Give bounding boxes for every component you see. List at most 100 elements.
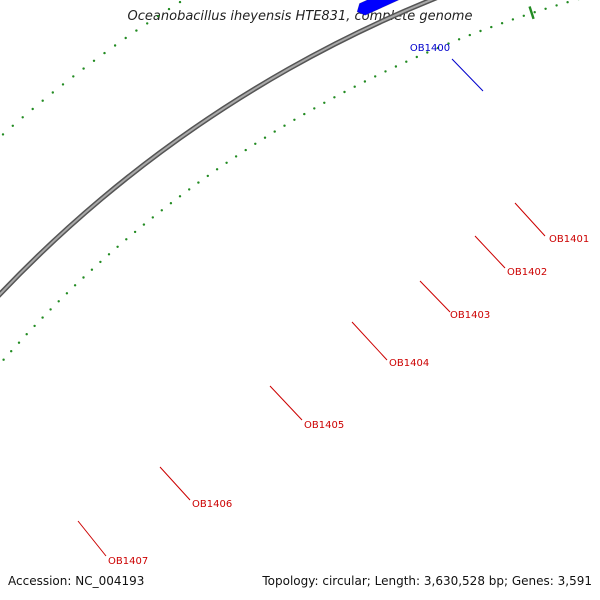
- scale-dot-outer: [72, 75, 75, 78]
- callout-line: [514, 202, 546, 237]
- scale-dot-inner: [254, 142, 257, 145]
- scale-dot-outer: [31, 107, 34, 111]
- scale-dot-inner: [415, 55, 418, 59]
- scale-dot-outer: [82, 67, 85, 70]
- scale-dot-outer: [167, 7, 171, 11]
- topology-text: Topology: circular; Length: 3,630,528 bp…: [262, 574, 592, 588]
- scale-dot-inner: [426, 51, 429, 54]
- scale-dot-outer: [113, 44, 117, 47]
- scale-dot-outer: [1, 133, 5, 136]
- scale-dot-outer: [146, 22, 149, 25]
- gene-label: OB1404: [389, 358, 429, 369]
- scale-dot-inner: [283, 124, 286, 127]
- scale-dot-inner: [90, 268, 94, 271]
- scale-dot-inner: [151, 216, 154, 219]
- scale-dot-outer: [51, 91, 54, 94]
- gene-blue-inner-edge: [356, 0, 400, 16]
- callout-line: [77, 520, 107, 557]
- scale-dot-inner: [263, 136, 267, 139]
- scale-dot-inner: [303, 112, 306, 116]
- scale-dot-outer: [135, 29, 138, 32]
- scale-dot-inner: [353, 85, 356, 88]
- scale-dot-inner: [10, 350, 13, 353]
- scale-dot-inner: [197, 181, 200, 184]
- scale-dot-outer: [124, 36, 127, 40]
- callout-line: [159, 466, 191, 501]
- gene-label: OB1403: [450, 310, 490, 321]
- scale-dot-inner: [555, 4, 558, 7]
- scale-dot-inner: [206, 174, 209, 178]
- scale-dot-inner: [490, 25, 493, 29]
- scale-dot-inner: [544, 7, 547, 10]
- scale-dot-inner: [169, 202, 173, 205]
- scale-dot-inner: [73, 284, 77, 287]
- scale-dot-outer: [103, 51, 106, 55]
- scale-dot-inner: [99, 260, 102, 264]
- scale-dot-inner: [511, 18, 515, 21]
- scale-dot-inner: [273, 130, 276, 133]
- scale-dot-outer: [92, 59, 96, 62]
- scale-dot-inner: [343, 90, 346, 94]
- scale-dot-inner: [57, 300, 60, 303]
- scale-dot-inner: [82, 276, 85, 279]
- scale-dot-inner: [394, 65, 398, 68]
- scale-dot-inner: [522, 14, 525, 17]
- scale-dot-inner: [133, 230, 137, 234]
- gene-label: OB1406: [192, 499, 232, 510]
- scale-dot-inner: [457, 38, 461, 41]
- scale-dot-inner: [374, 75, 377, 78]
- scale-dot-outer: [156, 15, 160, 18]
- backbone-ring: [0, 0, 434, 296]
- gene-label: OB1400: [410, 43, 450, 54]
- gene-label: OB1401: [549, 234, 589, 245]
- scale-dot-inner: [2, 358, 5, 361]
- scale-dot-outer: [21, 116, 24, 119]
- scale-dot-inner: [333, 96, 336, 99]
- scale-dot-inner: [468, 33, 471, 37]
- scale-dot-inner: [178, 195, 182, 198]
- accession-text: Accession: NC_004193: [8, 574, 145, 588]
- scale-dot-inner: [107, 253, 111, 256]
- scale-dot-inner: [225, 161, 228, 164]
- callout-line: [419, 280, 451, 313]
- scale-dot-inner: [533, 11, 536, 14]
- scale-dot-inner: [49, 308, 52, 311]
- scale-dot-outer: [61, 83, 65, 86]
- scale-dot-inner: [188, 188, 191, 191]
- callout-line: [474, 235, 506, 269]
- scale-dot-inner: [25, 333, 28, 336]
- scale-dot-inner: [363, 80, 367, 83]
- scale-dot-inner: [405, 60, 408, 63]
- scale-dot-inner: [234, 155, 238, 158]
- scale-dot-inner: [244, 148, 247, 152]
- gene-label: OB1402: [507, 267, 547, 278]
- callout-line: [269, 385, 303, 421]
- scale-dot-inner: [160, 209, 163, 212]
- scale-dot-outer: [178, 0, 182, 4]
- scale-dot-inner: [500, 22, 504, 25]
- callout-line: [451, 58, 484, 92]
- scale-dot-inner: [384, 70, 387, 73]
- callout-line: [351, 321, 388, 361]
- scale-dot-inner: [447, 42, 450, 45]
- scale-dot-inner: [41, 316, 44, 319]
- scale-dot-outer: [41, 99, 44, 102]
- scale-dot-inner: [323, 101, 326, 105]
- gene-label: OB1405: [304, 420, 344, 431]
- scale-dot-inner: [479, 29, 482, 33]
- scale-dot-inner: [65, 292, 69, 295]
- scale-dot-inner: [142, 223, 146, 226]
- scale-dot-outer: [11, 124, 14, 128]
- scale-dot-inner: [566, 1, 569, 4]
- scale-dot-inner: [313, 107, 316, 110]
- major-tick-inner: [528, 6, 535, 20]
- scale-dot-inner: [33, 324, 36, 328]
- scale-dot-inner: [215, 168, 219, 171]
- scale-dot-inner: [436, 46, 440, 50]
- scale-dot-inner: [125, 238, 128, 241]
- backbone-ring-shadow: [0, 0, 438, 298]
- gene-label: OB1407: [108, 556, 148, 567]
- scale-dot-inner: [116, 245, 119, 248]
- scale-dot-inner: [293, 118, 296, 122]
